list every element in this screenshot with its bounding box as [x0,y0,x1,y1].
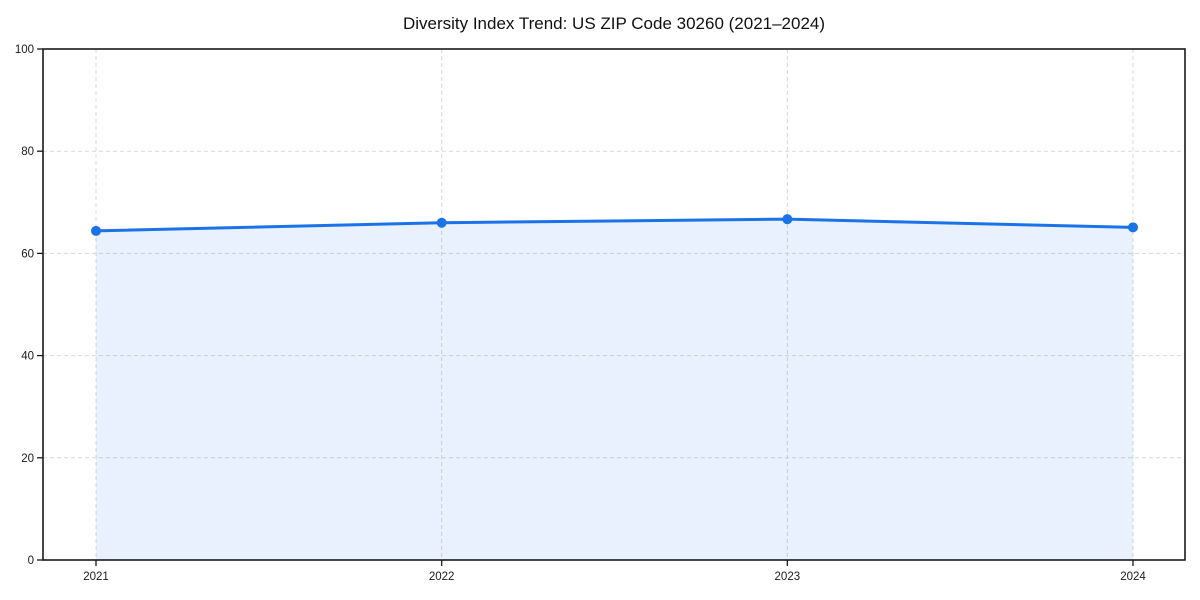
plot-frame [42,48,1186,561]
y-tick-label: 80 [21,146,34,158]
data-point-2024 [1128,222,1138,233]
trend-line [94,217,1135,233]
axes-layer: 0 20 40 60 80 100 2021 2022 2023 2024 [15,44,1186,583]
area-fill [96,219,1133,560]
y-tick-label: 100 [15,44,34,56]
y-tick-label: 60 [21,248,34,260]
x-tick-label: 2024 [1120,571,1146,583]
x-tick-label: 2021 [83,571,109,583]
data-point-2023 [782,214,793,225]
data-point-2022 [436,217,447,228]
data-point-2021 [91,225,101,236]
y-tick-label: 0 [28,555,34,567]
grid-layer [43,48,1185,561]
y-tick-label: 40 [21,351,34,363]
x-tick-label: 2023 [775,571,801,583]
x-tick-label: 2022 [429,571,455,583]
chart-title: Diversity Index Trend: US ZIP Code 30260… [403,14,825,33]
series-layer [91,214,1138,560]
y-tick-label: 20 [21,453,34,465]
